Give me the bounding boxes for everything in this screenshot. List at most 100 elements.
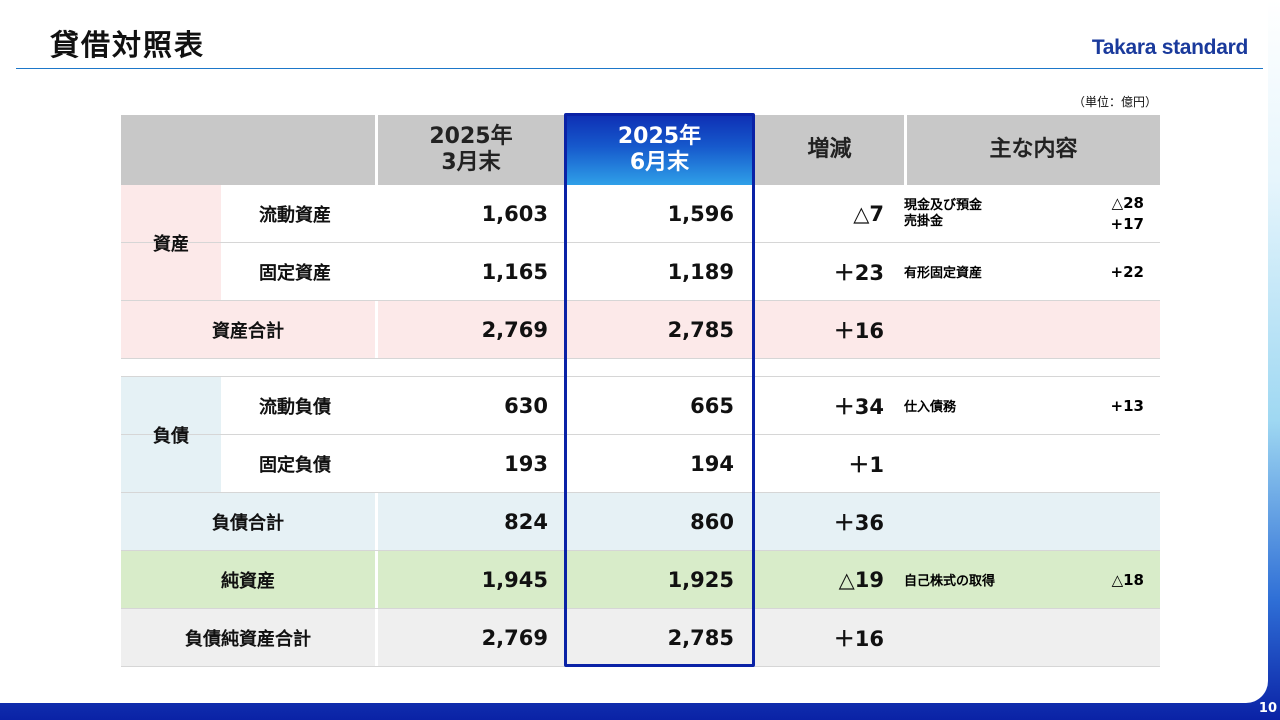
- prev-cell: 2,769: [375, 301, 564, 358]
- liabilities-group-cell: [121, 377, 221, 434]
- prev-value: 1,603: [481, 201, 548, 226]
- change-value: △7: [853, 201, 884, 226]
- prev-cell: 1,165: [375, 243, 564, 300]
- table-header-row: 2025年 3月末 2025年 6月末 増減 主な内容: [121, 115, 1160, 185]
- liabilities-group-label: 負債: [153, 426, 189, 447]
- assets-group-label: 資産: [153, 234, 189, 255]
- note-cell: [904, 609, 1076, 666]
- prev-value: 1,945: [481, 567, 548, 592]
- page-title: 貸借対照表: [50, 28, 206, 62]
- company-logo: Takara standard: [1091, 36, 1248, 59]
- note-value-cell: [1076, 609, 1160, 666]
- change-value: ＋23: [833, 260, 884, 285]
- note-text: 仕入債務: [904, 400, 957, 415]
- unit-note: （単位：億円）: [1072, 95, 1157, 109]
- curr-cell: 860: [564, 493, 752, 550]
- note-cell: 自己株式の取得: [904, 551, 1076, 608]
- row-label-cell: 負債純資産合計: [121, 609, 375, 666]
- table-row: 流動資産 1,603 1,596 △7 現金及び預金 売掛金 △28 +17: [121, 185, 1160, 243]
- note-value-cell: +22: [1076, 243, 1160, 300]
- prev-value: 1,165: [481, 259, 548, 284]
- row-label: 流動負債: [259, 396, 331, 418]
- note-text: 自己株式の取得: [904, 574, 996, 589]
- curr-value: 860: [690, 509, 734, 534]
- table-row: 純資産 1,945 1,925 △19 自己株式の取得 △18: [121, 551, 1160, 609]
- prev-cell: 193: [375, 435, 564, 492]
- prev-cell: 824: [375, 493, 564, 550]
- header-blank: [121, 115, 375, 185]
- note-cell: [904, 493, 1076, 550]
- curr-cell: 2,785: [564, 609, 752, 666]
- header-change-text: 増減: [807, 137, 852, 162]
- note-cell: 有形固定資産: [904, 243, 1076, 300]
- balance-sheet-table: 2025年 3月末 2025年 6月末 増減 主な内容 流動資産 1,603 1…: [121, 115, 1160, 667]
- curr-value: 1,925: [667, 567, 734, 592]
- curr-cell: 2,785: [564, 301, 752, 358]
- change-value: ＋36: [833, 510, 884, 535]
- curr-cell: 665: [564, 377, 752, 434]
- curr-value: 665: [690, 393, 734, 418]
- note-cell: 現金及び預金 売掛金: [904, 185, 1076, 242]
- note-value-cell: [1076, 493, 1160, 550]
- table-row: 流動負債 630 665 ＋34 仕入債務 +13: [121, 377, 1160, 435]
- prev-value: 2,769: [481, 317, 548, 342]
- note-text: 有形固定資産: [904, 266, 983, 281]
- note-value-cell: [1076, 435, 1160, 492]
- change-cell: △7: [752, 185, 904, 242]
- change-value: ＋16: [833, 626, 884, 651]
- change-cell: ＋16: [752, 609, 904, 666]
- prev-value: 824: [504, 509, 548, 534]
- page-number: 10: [1258, 701, 1277, 716]
- change-value: ＋34: [833, 394, 884, 419]
- note-value: +17: [1110, 214, 1144, 233]
- curr-cell: 1,596: [564, 185, 752, 242]
- note-cell: 仕入債務: [904, 377, 1076, 434]
- curr-cell: 1,189: [564, 243, 752, 300]
- note-value-cell: [1076, 301, 1160, 358]
- row-label: 流動資産: [259, 204, 331, 226]
- prev-value: 193: [504, 451, 548, 476]
- change-value: ＋1: [848, 452, 884, 477]
- row-label-cell: 流動負債: [221, 377, 375, 434]
- note-value-cell: △28 +17: [1076, 185, 1160, 242]
- header-curr-period: 2025年 6月末: [564, 115, 752, 185]
- change-cell: ＋16: [752, 301, 904, 358]
- section-gap: [121, 359, 1160, 377]
- row-label: 固定資産: [259, 262, 331, 284]
- row-label: 純資産: [221, 570, 275, 592]
- note-cell: [904, 301, 1076, 358]
- row-label: 固定負債: [259, 454, 331, 476]
- change-cell: ＋1: [752, 435, 904, 492]
- title-divider: [16, 68, 1263, 69]
- change-cell: △19: [752, 551, 904, 608]
- curr-value: 1,596: [667, 201, 734, 226]
- note-value: △18: [1111, 570, 1144, 589]
- row-label: 資産合計: [212, 320, 284, 342]
- row-label-cell: 流動資産: [221, 185, 375, 242]
- table-row: 負債純資産合計 2,769 2,785 ＋16: [121, 609, 1160, 667]
- header-details: 主な内容: [904, 115, 1160, 185]
- prev-value: 630: [504, 393, 548, 418]
- note-value: △28: [1111, 193, 1144, 212]
- assets-group-cell: [121, 243, 221, 300]
- note-text: 現金及び預金: [904, 197, 983, 213]
- header-prev-period-text: 2025年 3月末: [429, 124, 513, 175]
- curr-cell: 194: [564, 435, 752, 492]
- curr-cell: 1,925: [564, 551, 752, 608]
- curr-value: 194: [690, 451, 734, 476]
- row-label: 負債合計: [212, 512, 284, 534]
- row-label: 負債純資産合計: [185, 628, 311, 650]
- change-value: △19: [838, 567, 884, 592]
- note-cell: [904, 435, 1076, 492]
- prev-cell: 1,603: [375, 185, 564, 242]
- curr-value: 2,785: [667, 317, 734, 342]
- change-value: ＋16: [833, 318, 884, 343]
- note-value-cell: +13: [1076, 377, 1160, 434]
- note-text: 売掛金: [904, 213, 944, 229]
- note-value: +22: [1110, 262, 1144, 281]
- prev-cell: 630: [375, 377, 564, 434]
- table-row: 負債合計 824 860 ＋36: [121, 493, 1160, 551]
- change-cell: ＋34: [752, 377, 904, 434]
- slide-card: 貸借対照表 Takara standard （単位：億円） 2025年 3月末 …: [16, 28, 1263, 667]
- prev-value: 2,769: [481, 625, 548, 650]
